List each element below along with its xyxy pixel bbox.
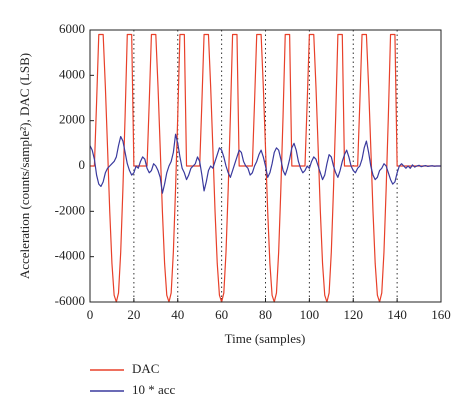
x-tick-label: 20 — [127, 307, 140, 322]
y-axis-label: Acceleration (counts/sample²), DAC (LSB) — [17, 53, 32, 279]
data-line — [89, 133, 441, 194]
y-tick-label: -6000 — [55, 293, 85, 308]
x-tick-label: 40 — [171, 307, 184, 322]
y-tick-label: -4000 — [55, 248, 85, 263]
x-tick-label: 80 — [259, 307, 272, 322]
x-tick-label: 120 — [344, 307, 364, 322]
y-tick-label: 4000 — [59, 66, 85, 81]
x-tick-label: 60 — [215, 307, 228, 322]
x-axis-label: Time (samples) — [225, 331, 306, 346]
x-tick-label: 100 — [300, 307, 320, 322]
y-tick-label: 6000 — [59, 21, 85, 36]
x-tick-label: 0 — [87, 307, 94, 322]
legend-label: 10 * acc — [132, 382, 176, 397]
y-tick-label: -2000 — [55, 202, 85, 217]
y-tick-label: 0 — [79, 157, 86, 172]
data-line — [90, 33, 441, 303]
x-tick-label: 160 — [431, 307, 451, 322]
x-tick-label: 140 — [387, 307, 407, 322]
y-tick-label: 2000 — [59, 112, 85, 127]
legend-label: DAC — [132, 361, 159, 376]
plot-frame — [89, 29, 442, 303]
